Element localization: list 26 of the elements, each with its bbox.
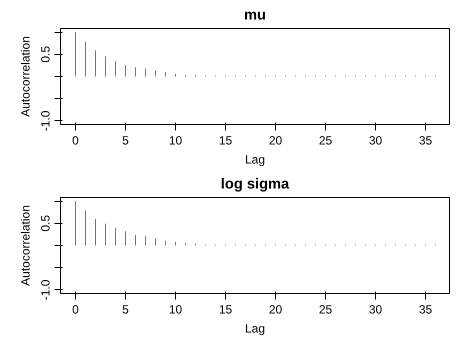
y-tick-label: -1.0 <box>38 279 52 300</box>
chart-title: log sigma <box>220 176 290 192</box>
x-tick-label: 35 <box>418 134 432 148</box>
chart-title: mu <box>244 8 266 24</box>
y-axis-title: Autocorrelation <box>18 36 32 117</box>
x-tick-label: 20 <box>268 302 282 316</box>
x-tick-label: 0 <box>72 302 80 316</box>
y-axis-title: Autocorrelation <box>18 205 32 286</box>
x-tick-label: 5 <box>122 302 130 316</box>
x-axis-title: Lag <box>244 322 266 336</box>
x-tick-label: 5 <box>122 134 130 148</box>
x-tick-label: 10 <box>168 302 182 316</box>
x-tick-label: 20 <box>268 134 282 148</box>
x-tick-label: 35 <box>418 302 432 316</box>
x-tick-label: 25 <box>318 134 332 148</box>
x-tick-label: 0 <box>72 134 80 148</box>
x-tick-label: 10 <box>168 134 182 148</box>
x-tick-label: 15 <box>218 302 232 316</box>
x-tick-label: 30 <box>368 302 382 316</box>
y-tick-label: 0.5 <box>38 46 52 63</box>
x-tick-label: 25 <box>318 302 332 316</box>
x-tick-label: 30 <box>368 134 382 148</box>
y-tick-label: 0.5 <box>38 214 52 232</box>
x-axis-title: Lag <box>244 152 266 166</box>
x-tick-label: 15 <box>218 134 232 148</box>
y-tick-label: -1.0 <box>38 110 52 132</box>
